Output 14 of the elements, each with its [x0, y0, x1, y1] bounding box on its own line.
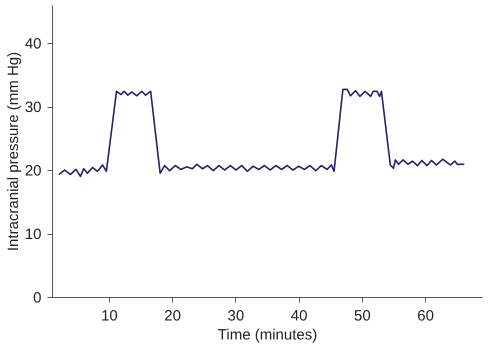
x-tick-label: 20 [164, 308, 181, 324]
y-tick-label: 40 [24, 36, 42, 53]
x-tick-label: 60 [417, 308, 434, 324]
y-tick-label: 10 [24, 226, 42, 244]
x-tick-label: 30 [228, 308, 244, 324]
y-axis-title: Intracranial pressure (mm Hg) [4, 52, 22, 252]
line-series [58, 88, 466, 178]
y-tick-label: 0 [33, 290, 42, 306]
x-tick-label: 40 [290, 308, 308, 324]
x-axis-title: Time (minutes) [218, 326, 318, 344]
x-tick-label: 10 [101, 308, 118, 324]
y-tick-label: 30 [24, 99, 42, 116]
y-tick-label: 20 [24, 162, 42, 180]
x-tick-label: 50 [354, 308, 371, 324]
